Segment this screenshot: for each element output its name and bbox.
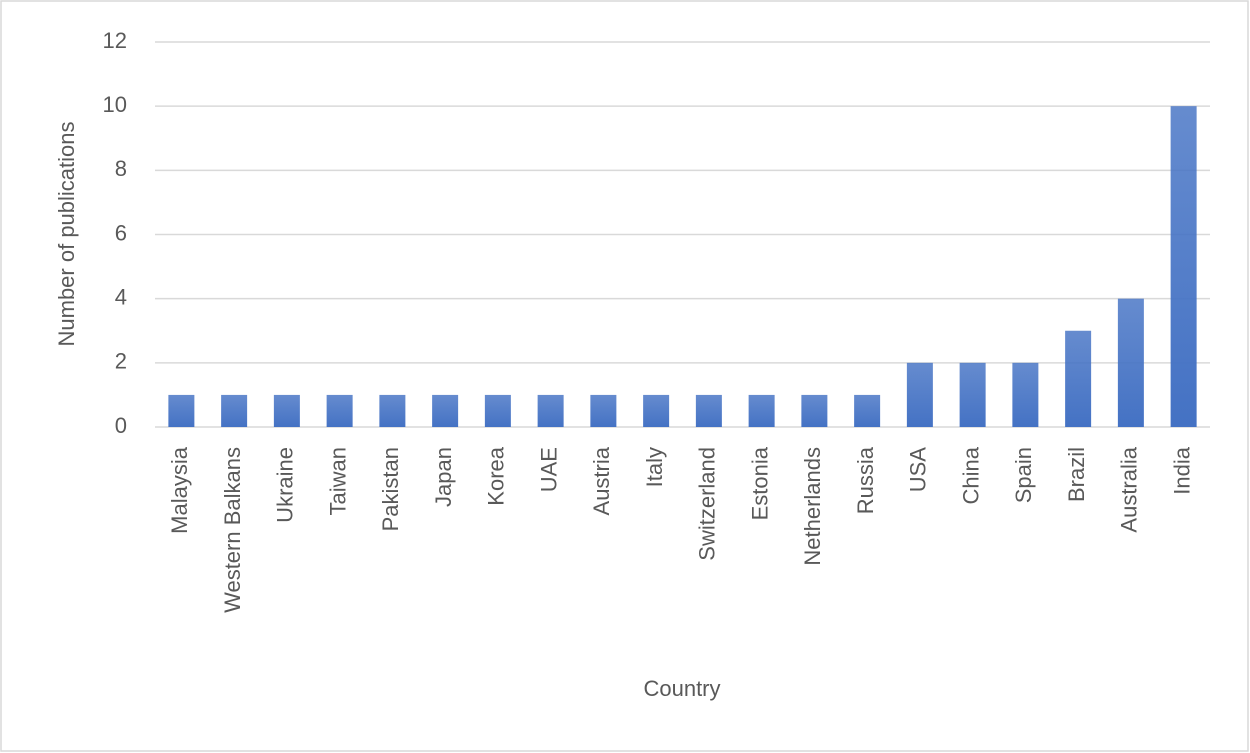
x-tick-label: Ukraine bbox=[273, 447, 298, 523]
bar bbox=[959, 362, 986, 427]
bar bbox=[379, 394, 406, 427]
y-tick-label: 0 bbox=[115, 413, 127, 438]
x-tick-label: Western Balkans bbox=[220, 447, 245, 613]
x-tick-label: Australia bbox=[1117, 446, 1142, 532]
y-axis-title: Number of publications bbox=[54, 121, 79, 346]
bar bbox=[801, 394, 828, 427]
bar bbox=[590, 394, 617, 427]
y-tick-label: 8 bbox=[115, 156, 127, 181]
x-tick-label: Pakistan bbox=[378, 447, 403, 531]
bar bbox=[1117, 298, 1144, 427]
bar bbox=[326, 394, 353, 427]
y-tick-label: 12 bbox=[103, 28, 127, 53]
x-tick-label: China bbox=[958, 446, 983, 504]
bar bbox=[537, 394, 564, 427]
x-tick-label: Taiwan bbox=[325, 447, 350, 515]
bar bbox=[854, 394, 881, 427]
x-tick-label: Italy bbox=[642, 447, 667, 487]
x-tick-label: Russia bbox=[853, 446, 878, 514]
bar bbox=[168, 394, 195, 427]
x-tick-label: Japan bbox=[431, 447, 456, 507]
x-tick-label: Netherlands bbox=[800, 447, 825, 566]
x-tick-label: Switzerland bbox=[695, 447, 720, 561]
y-tick-label: 2 bbox=[115, 349, 127, 374]
x-tick-label: UAE bbox=[536, 447, 561, 492]
bar bbox=[1065, 330, 1092, 427]
x-axis-title: Country bbox=[643, 676, 720, 701]
x-tick-label: India bbox=[1169, 446, 1194, 494]
bar bbox=[695, 394, 722, 427]
bar bbox=[643, 394, 670, 427]
bar bbox=[1170, 106, 1197, 428]
x-tick-label: Spain bbox=[1011, 447, 1036, 503]
x-tick-label: USA bbox=[906, 447, 931, 493]
y-tick-label: 6 bbox=[115, 220, 127, 245]
bar bbox=[484, 394, 511, 427]
x-tick-label: Malaysia bbox=[167, 446, 192, 534]
y-tick-label: 4 bbox=[115, 284, 127, 309]
x-tick-label: Estonia bbox=[747, 446, 772, 520]
bar bbox=[432, 394, 459, 427]
x-tick-label: Korea bbox=[484, 446, 509, 505]
bar bbox=[906, 362, 933, 427]
bar bbox=[1012, 362, 1039, 427]
bar bbox=[221, 394, 248, 427]
bar bbox=[748, 394, 775, 427]
y-tick-label: 10 bbox=[103, 92, 127, 117]
x-tick-label: Austria bbox=[589, 446, 614, 515]
bar bbox=[273, 394, 300, 427]
x-tick-label: Brazil bbox=[1064, 447, 1089, 502]
